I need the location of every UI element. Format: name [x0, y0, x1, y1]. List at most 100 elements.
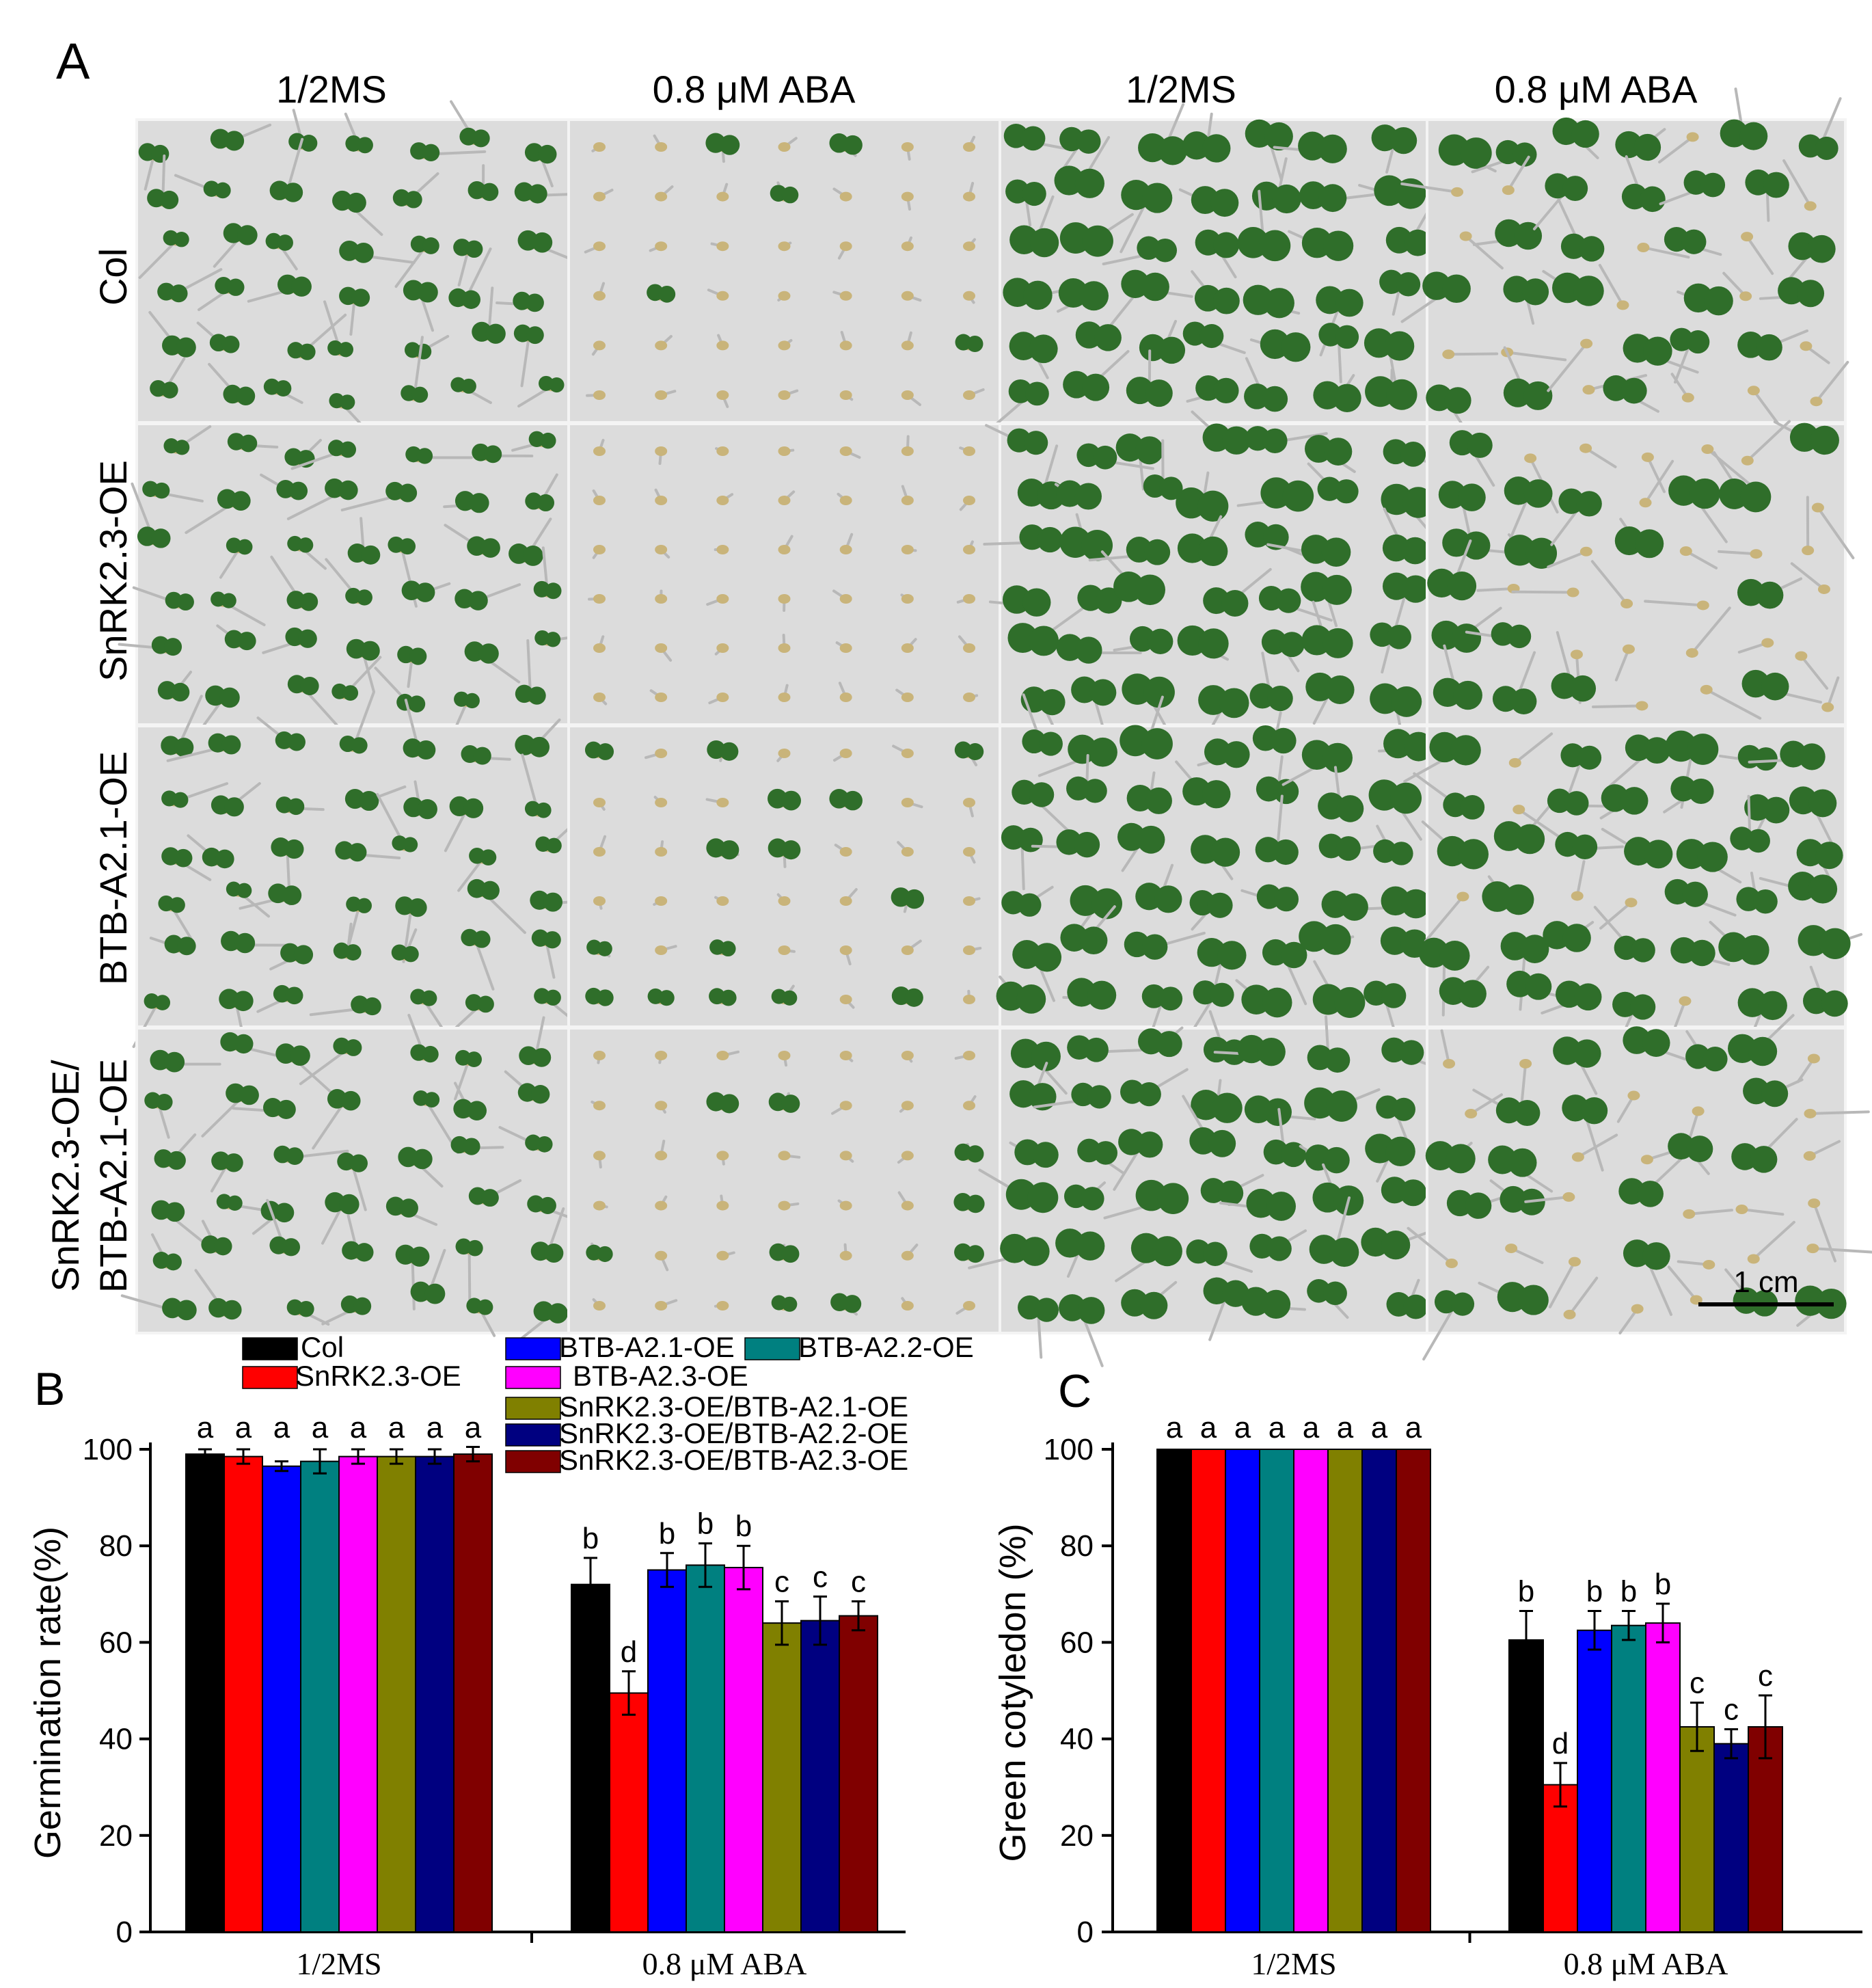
cotyledon [1520, 935, 1549, 963]
significance-letter: a [1234, 1411, 1251, 1445]
cotyledon [485, 323, 506, 344]
seed [593, 1200, 606, 1211]
significance-letter: a [1337, 1411, 1354, 1445]
seed [778, 945, 791, 955]
cotyledon [463, 798, 484, 818]
cotyledon [1202, 134, 1231, 163]
cotyledon [402, 837, 418, 852]
cotyledon [526, 293, 544, 312]
cotyledon [1323, 1146, 1350, 1174]
seed [1445, 1259, 1458, 1269]
cotyledon [1643, 336, 1672, 366]
cotyledon [1576, 491, 1602, 517]
cotyledon [1018, 893, 1042, 917]
cotyledon [219, 687, 240, 708]
cotyledon [1197, 490, 1229, 522]
cotyledon [1074, 168, 1104, 198]
seed [1627, 1090, 1640, 1101]
cotyledon [1020, 126, 1046, 151]
seed [1568, 1257, 1581, 1267]
cotyledon [408, 898, 427, 917]
seed [655, 340, 668, 351]
seed [1692, 1106, 1705, 1116]
seed [901, 1200, 914, 1211]
seed [901, 1301, 914, 1311]
cotyledon [221, 593, 236, 608]
significance-letter: a [465, 1411, 482, 1445]
cotyledon [213, 1237, 232, 1256]
cotyledon [1212, 1092, 1243, 1123]
seed [1451, 187, 1464, 197]
cotyledon [353, 1297, 372, 1315]
seed [1804, 1108, 1817, 1118]
significance-letter: b [1620, 1575, 1637, 1609]
cotyledon [338, 342, 354, 358]
seed [963, 945, 975, 955]
seed [901, 340, 914, 351]
cotyledon [239, 434, 258, 453]
cotyledon [1089, 679, 1117, 706]
significance-letter: a [388, 1411, 405, 1445]
cotyledon [1143, 676, 1175, 708]
cotyledon [344, 1039, 362, 1056]
legend-label: BTB-A2.2-OE [798, 1331, 974, 1363]
cotyledon [1024, 431, 1048, 455]
cotyledon [1264, 1098, 1292, 1127]
seed [593, 1051, 606, 1060]
y-tick-label: 100 [83, 1433, 133, 1466]
cotyledon [473, 930, 491, 948]
chart-b: 0 20 40 60 80 100 Germination rate(%) 1/2MS 0.8 … [27, 1411, 906, 1981]
y-tick-label: 60 [99, 1626, 133, 1659]
cotyledon [1810, 425, 1839, 455]
cotyledon [1037, 526, 1063, 553]
cotyledon [1798, 743, 1826, 770]
bar [1259, 1449, 1294, 1933]
seed [655, 142, 668, 152]
seed [655, 693, 668, 702]
root [1120, 199, 1148, 254]
cotyledon [545, 989, 561, 1006]
cotyledon [904, 988, 923, 1007]
cotyledon [1620, 377, 1647, 404]
cotyledon [239, 1085, 259, 1105]
cotyledon [966, 335, 984, 353]
root [454, 1059, 470, 1101]
seed [901, 798, 914, 807]
seed [1620, 599, 1633, 609]
legend-label: SnRK2.3-OE/BTB-A2.3-OE [559, 1444, 908, 1476]
cotyledon [544, 1244, 564, 1263]
cotyledon [1141, 934, 1168, 960]
seed [655, 1101, 668, 1111]
cotyledon [658, 990, 675, 1006]
seed [1524, 453, 1537, 464]
cotyledon [1262, 428, 1288, 453]
y-axis-label: Green cotyledon (%) [992, 1523, 1033, 1862]
cotyledon [781, 1245, 800, 1263]
bar [453, 1453, 493, 1933]
root [1469, 1093, 1503, 1116]
cotyledon [597, 941, 612, 956]
root [1394, 590, 1408, 630]
significance-letter: a [426, 1411, 444, 1445]
root [1826, 676, 1840, 709]
cotyledon [408, 695, 426, 713]
cotyledon [478, 643, 499, 664]
root [1718, 550, 1758, 556]
cotyledon [545, 632, 561, 647]
root [1667, 1265, 1698, 1302]
root [1037, 1311, 1043, 1359]
y-tick-label: 20 [99, 1819, 133, 1853]
cotyledon [169, 897, 185, 913]
scale-bar-label: 1 cm [1733, 1265, 1798, 1299]
significance-letter: a [1303, 1411, 1320, 1445]
seed [1570, 649, 1583, 660]
cotyledon [1029, 334, 1058, 364]
seedling-plate [135, 725, 570, 1028]
cotyledon [1761, 672, 1789, 701]
root [1440, 1029, 1451, 1066]
bar [1293, 1449, 1329, 1933]
seed [901, 1151, 914, 1161]
significance-letter: b [1655, 1568, 1671, 1601]
cotyledon [1510, 688, 1537, 715]
